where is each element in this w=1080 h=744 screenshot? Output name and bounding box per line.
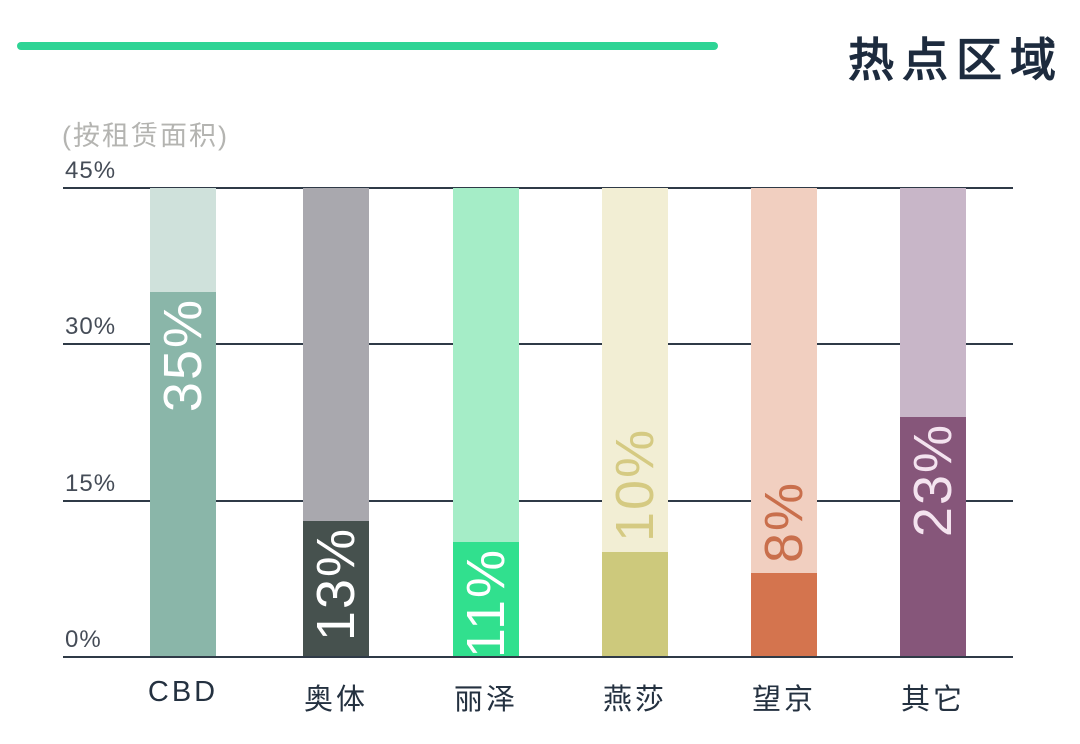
- y-axis-tick-15: 15%: [65, 470, 117, 497]
- bar-fill: [453, 542, 519, 656]
- x-axis-baseline: [63, 656, 1013, 658]
- bar-fill: [150, 292, 216, 656]
- bar-category-label: 燕莎: [602, 684, 667, 716]
- bar-category-label: 奥体: [303, 684, 368, 716]
- bar-group-other: 23% 其它: [900, 188, 966, 716]
- chart-subtitle: (按租赁面积): [62, 121, 229, 151]
- y-axis-tick-0: 0%: [65, 626, 102, 653]
- bar-category-label: 望京: [751, 684, 816, 716]
- page-title: 热点区域: [848, 34, 1064, 86]
- bar-fill: [602, 552, 668, 656]
- gridline-45: [63, 187, 1013, 189]
- gridline-30: [63, 343, 1013, 345]
- bar-group-lize: 11% 丽泽: [453, 188, 519, 716]
- bar-fill: [303, 521, 369, 656]
- bar-value-label: 8%: [754, 480, 814, 563]
- bar-group-yansha: 10% 燕莎: [602, 188, 668, 716]
- bar-value-label: 13%: [306, 527, 366, 642]
- y-axis-tick-45: 45%: [65, 157, 117, 184]
- bar-chart: 45% 30% 15% 0% 35% CBD 13% 奥体 11% 丽泽 10%…: [63, 157, 1013, 716]
- bar-category-label: 其它: [900, 684, 965, 716]
- y-axis-tick-30: 30%: [65, 313, 117, 340]
- bar-category-label: 丽泽: [453, 684, 518, 716]
- gridline-15: [63, 500, 1013, 502]
- bar-fill: [900, 417, 966, 656]
- bar-group-cbd: 35% CBD: [148, 188, 216, 708]
- bar-value-label: 11%: [456, 548, 516, 659]
- accent-line: [17, 42, 718, 50]
- bar-value-label: 23%: [903, 423, 963, 538]
- bar-group-wangjing: 8% 望京: [751, 188, 817, 716]
- bar-category-label: CBD: [147, 676, 219, 708]
- bar-fill: [751, 573, 817, 656]
- bar-group-aoti: 13% 奥体: [303, 188, 369, 716]
- bar-value-label: 10%: [605, 427, 665, 542]
- bar-value-label: 35%: [153, 298, 213, 413]
